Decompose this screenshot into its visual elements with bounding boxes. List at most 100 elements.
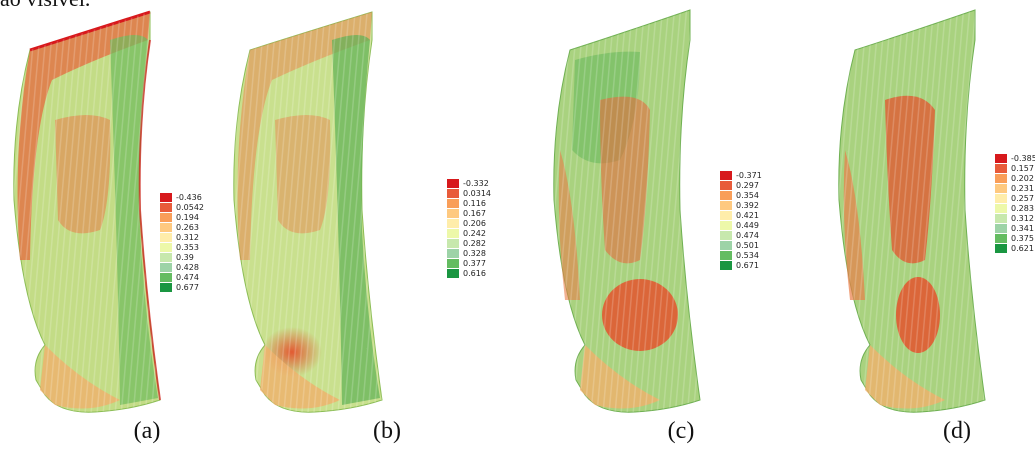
legend-entry: 0.671: [720, 261, 762, 271]
legend-entry: 0.341: [995, 224, 1035, 234]
legend-swatch: [447, 259, 459, 269]
legend-swatch: [720, 251, 732, 261]
legend-entry: 0.231: [995, 183, 1035, 193]
legend-swatch: [160, 273, 172, 283]
legend-label: 0.534: [736, 251, 759, 261]
legend-label: 0.157: [1011, 163, 1034, 173]
legend-b: -0.332 0.0314 0.116 0.167 0.206 0.242 0.282 0.3…: [447, 178, 491, 279]
legend-entry: 0.297: [720, 180, 762, 190]
caption-b: (b): [373, 418, 401, 444]
legend-label: 0.375: [1011, 234, 1034, 244]
legend-label: 0.312: [1011, 214, 1034, 224]
legend-swatch: [720, 221, 732, 231]
legend-entry: 0.354: [720, 190, 762, 200]
caption-d: (d): [943, 418, 971, 444]
legend-label: 0.231: [1011, 183, 1034, 193]
legend-label: 0.677: [176, 283, 199, 293]
legend-entry: 0.194: [160, 212, 204, 222]
legend-entry: 0.312: [995, 214, 1035, 224]
legend-swatch: [160, 283, 172, 293]
legend-label: 0.616: [463, 269, 486, 279]
legend-swatch: [995, 234, 1007, 244]
legend-entry: 0.392: [720, 200, 762, 210]
legend-label: 0.474: [736, 231, 759, 241]
legend-swatch: [160, 253, 172, 263]
legend-label: 0.392: [736, 200, 759, 210]
legend-label: 0.202: [1011, 173, 1034, 183]
legend-label: 0.242: [463, 229, 486, 239]
legend-entry: 0.501: [720, 241, 762, 251]
legend-swatch: [720, 261, 732, 271]
legend-swatch: [447, 198, 459, 208]
legend-swatch: [160, 232, 172, 242]
legend-swatch: [447, 208, 459, 218]
legend-label: 0.39: [176, 253, 194, 263]
legend-label: 0.621: [1011, 244, 1034, 254]
map-d: [838, 9, 986, 413]
legend-entry: 0.263: [160, 222, 204, 232]
legend-entry: 0.242: [447, 228, 491, 239]
legend-label: 0.341: [1011, 224, 1034, 234]
legend-swatch: [995, 173, 1007, 183]
legend-label: 0.377: [463, 259, 486, 269]
legend-swatch: [995, 193, 1007, 203]
legend-swatch: [447, 229, 459, 239]
legend-entry: 0.116: [447, 198, 491, 208]
legend-entry: -0.332: [447, 178, 491, 188]
legend-label: 0.206: [463, 218, 486, 228]
legend-label: 0.671: [736, 261, 759, 271]
legend-d: -0.385 0.157 0.202 0.231 0.257 0.283 0.312 0.34…: [995, 153, 1035, 254]
legend-swatch: [447, 269, 459, 279]
legend-entry: 0.621: [995, 244, 1035, 254]
legend-swatch: [447, 178, 459, 188]
legend-swatch: [720, 170, 732, 180]
legend-swatch: [447, 188, 459, 198]
map-c: [553, 9, 701, 413]
legend-entry: 0.157: [995, 163, 1035, 173]
legend-label: -0.332: [463, 178, 489, 188]
legend-entry: 0.312: [160, 232, 204, 242]
legend-swatch: [995, 214, 1007, 224]
legend-entry: 0.167: [447, 208, 491, 218]
legend-entry: 0.0314: [447, 188, 491, 198]
map-a: [13, 10, 161, 413]
legend-entry: 0.449: [720, 220, 762, 231]
legend-entry: 0.616: [447, 269, 491, 279]
legend-label: 0.167: [463, 208, 486, 218]
legend-a: -0.436 0.0542 0.194 0.263 0.312 0.353 0.39 0.42…: [160, 192, 204, 293]
legend-label: 0.428: [176, 263, 199, 273]
legend-entry: 0.0542: [160, 202, 204, 212]
legend-label: -0.385: [1011, 153, 1035, 163]
legend-entry: 0.421: [720, 210, 762, 220]
legend-label: 0.328: [463, 249, 486, 259]
caption-a: (a): [133, 418, 161, 444]
legend-label: 0.297: [736, 180, 759, 190]
legend-label: 0.0542: [176, 202, 204, 212]
legend-label: 0.449: [736, 221, 759, 231]
legend-swatch: [720, 200, 732, 210]
legend-entry: 0.377: [447, 259, 491, 269]
legend-entry: 0.474: [720, 231, 762, 241]
legend-c: -0.371 0.297 0.354 0.392 0.421 0.449 0.474 0.50…: [720, 170, 762, 271]
legend-label: 0.282: [463, 239, 486, 249]
legend-swatch: [447, 249, 459, 259]
legend-label: -0.436: [176, 192, 202, 202]
legend-swatch: [995, 153, 1007, 163]
legend-swatch: [720, 190, 732, 200]
legend-swatch: [447, 239, 459, 249]
legend-entry: 0.283: [995, 203, 1035, 214]
legend-entry: 0.353: [160, 242, 204, 253]
legend-label: 0.353: [176, 243, 199, 253]
legend-label: 0.263: [176, 222, 199, 232]
legend-entry: 0.328: [447, 249, 491, 259]
legend-label: 0.116: [463, 198, 486, 208]
legend-swatch: [995, 244, 1007, 254]
legend-swatch: [995, 204, 1007, 214]
legend-swatch: [160, 202, 172, 212]
legend-swatch: [720, 231, 732, 241]
legend-swatch: [720, 241, 732, 251]
legend-entry: 0.257: [995, 193, 1035, 203]
legend-label: 0.283: [1011, 204, 1034, 214]
legend-label: 0.0314: [463, 188, 491, 198]
